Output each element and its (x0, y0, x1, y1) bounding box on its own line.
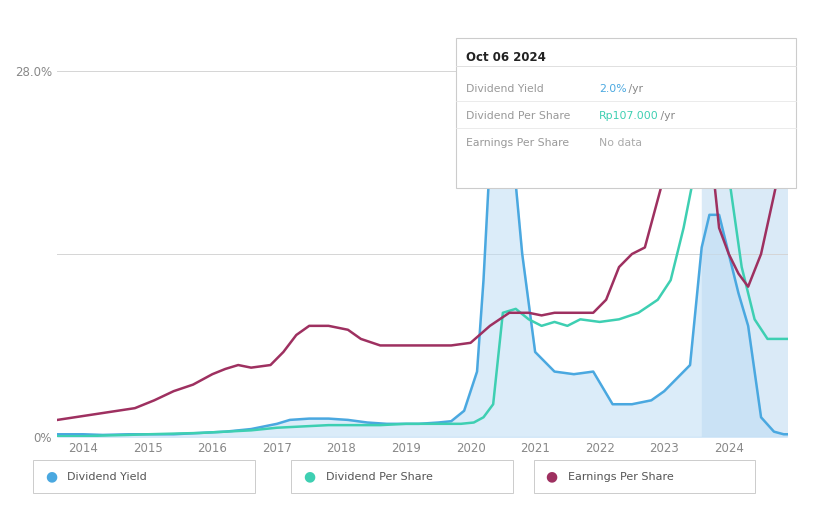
Text: No data: No data (599, 138, 642, 148)
Text: Dividend Per Share: Dividend Per Share (466, 111, 570, 121)
Bar (702, 71, 788, 437)
Text: Rp107.000: Rp107.000 (599, 111, 659, 121)
Text: ●: ● (45, 469, 57, 484)
Text: Dividend Per Share: Dividend Per Share (326, 471, 433, 482)
Text: Dividend Yield: Dividend Yield (67, 471, 147, 482)
Text: Earnings Per Share: Earnings Per Share (568, 471, 674, 482)
Text: Past: Past (705, 84, 730, 97)
Text: ●: ● (304, 469, 315, 484)
Text: Dividend Yield: Dividend Yield (466, 84, 544, 94)
Text: 2.0%: 2.0% (599, 84, 627, 94)
Text: ●: ● (546, 469, 557, 484)
Text: /yr: /yr (657, 111, 675, 121)
Text: Earnings Per Share: Earnings Per Share (466, 138, 569, 148)
Text: Oct 06 2024: Oct 06 2024 (466, 51, 545, 64)
Text: /yr: /yr (625, 84, 643, 94)
